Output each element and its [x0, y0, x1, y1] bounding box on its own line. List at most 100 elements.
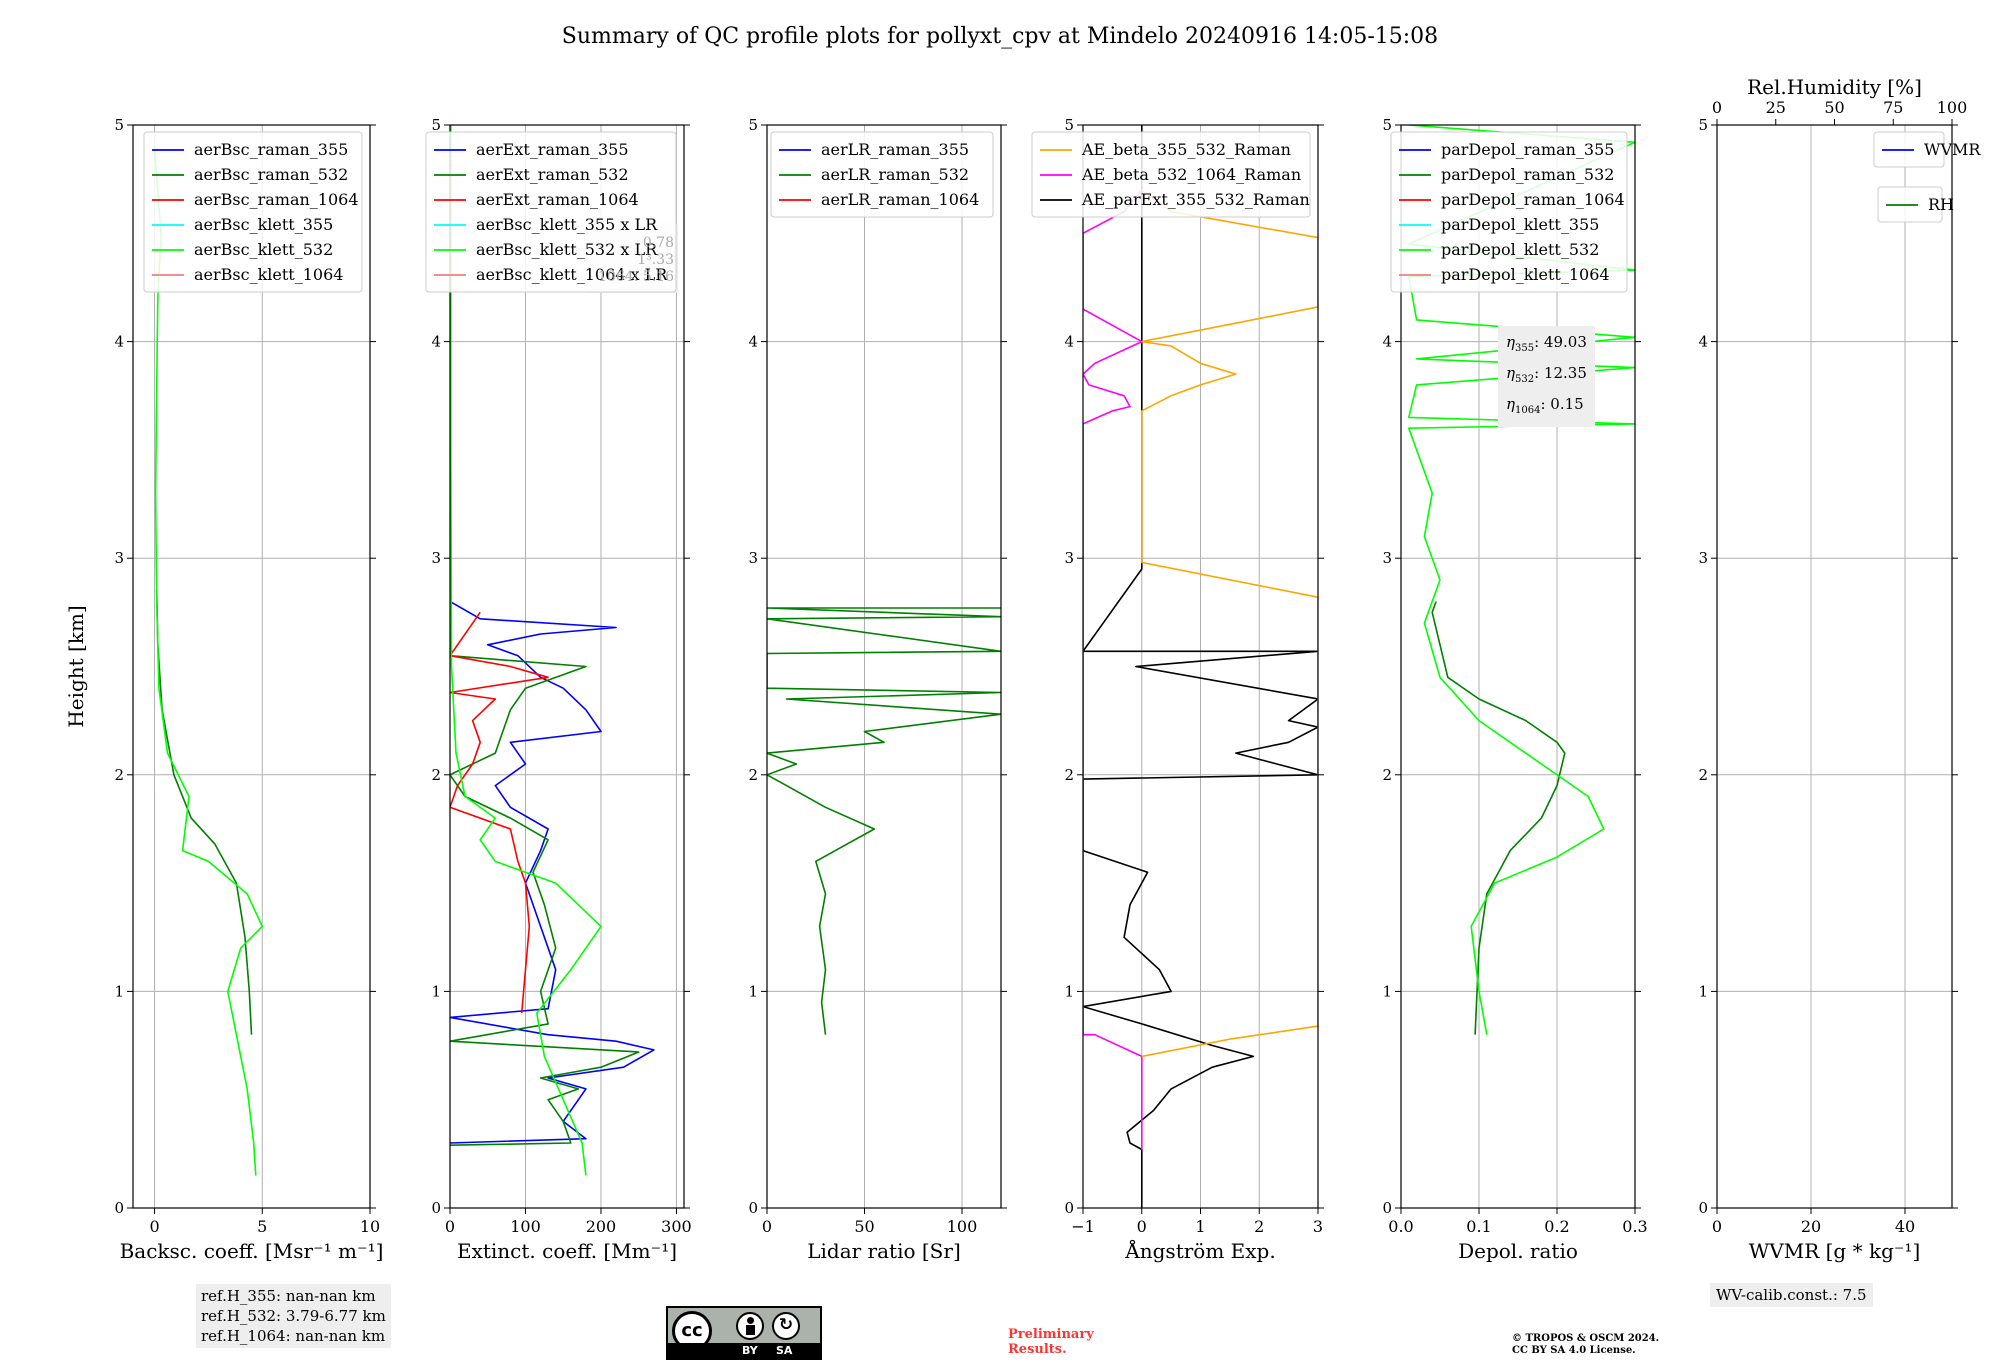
axes-frame — [1716, 124, 1953, 1209]
y-tick-label: 0 — [1382, 1199, 1392, 1217]
ref-height-1064: ref.H_1064: nan-nan km — [201, 1327, 386, 1345]
x-tick-label: 10 — [360, 1217, 380, 1236]
y-tick-label: 2 — [1698, 766, 1708, 784]
y-tick-label: 1 — [1382, 982, 1392, 1000]
y-tick-label: 3 — [431, 549, 441, 567]
share-alike-icon: ↻ — [772, 1312, 800, 1340]
y-tick-label: 1 — [1698, 982, 1708, 1000]
ref-height-532: ref.H_532: 3.79-6.77 km — [201, 1307, 386, 1325]
legend-label-AE_beta_355_532_Raman: AE_beta_355_532_Raman — [1081, 140, 1291, 159]
legend-label-aerExt_raman_355: aerExt_raman_355 — [476, 140, 629, 159]
legend-label-aerBsc_raman_355: aerBsc_raman_355 — [194, 140, 348, 159]
legend-label-parDepol_raman_355: parDepol_raman_355 — [1441, 140, 1614, 159]
y-tick-label: 4 — [431, 333, 441, 351]
legend-label-aerExt_raman_532: aerExt_raman_532 — [476, 165, 629, 184]
legend-label-aerBsc_klett_532: aerBsc_klett_532 — [194, 240, 333, 259]
series-aerLR_raman_532 — [767, 607, 1001, 1035]
legend-label-aerLR_raman_532: aerLR_raman_532 — [821, 165, 969, 184]
panel-bsc: aerBsc_raman_355 aerBsc_raman_532 aerBsc_r… — [127, 124, 376, 1214]
x2-tick-label: 75 — [1883, 98, 1903, 117]
series-aerExt_raman_1064 — [450, 611, 549, 1014]
legend-label-aerBsc_klett_355 x LR: aerBsc_klett_355 x LR — [476, 215, 658, 234]
ghost-text: 1064: 5.16 — [598, 269, 674, 285]
legend: RH — [1877, 186, 1954, 223]
y-tick-label: 0 — [1064, 1199, 1074, 1217]
panel-lr: aerLR_raman_355 aerLR_raman_532 aerLR_rama… — [761, 124, 1007, 1214]
series-aerBsc_raman_532 — [155, 590, 253, 1035]
legend-label-parDepol_klett_532: parDepol_klett_532 — [1441, 240, 1599, 259]
x-tick-label: 0.1 — [1466, 1217, 1491, 1236]
y-axis-label: Height [km] — [64, 605, 88, 727]
legend-label-parDepol_raman_1064: parDepol_raman_1064 — [1441, 190, 1625, 209]
copyright-note: © TROPOS & OSCM 2024. CC BY SA 4.0 Licen… — [1512, 1333, 1659, 1357]
x-axis-label: Ångström Exp. — [1124, 1238, 1275, 1263]
x-tick-label: 0 — [445, 1217, 455, 1236]
legend-label-aerBsc_raman_532: aerBsc_raman_532 — [194, 165, 348, 184]
x-axis-label: Depol. ratio — [1458, 1239, 1578, 1263]
series-aerBsc_klett_532 x LR — [450, 125, 602, 1176]
x-tick-label: 1 — [1195, 1217, 1205, 1236]
x-tick-label: 0.0 — [1388, 1217, 1413, 1236]
y-tick-label: 5 — [1698, 116, 1708, 134]
x-tick-label: 100 — [510, 1217, 541, 1236]
wv-calibration-box: WV-calib.const.: 7.5 — [1710, 1283, 1873, 1307]
series-aerExt_raman_355 — [450, 600, 655, 1144]
figure-title: Summary of QC profile plots for pollyxt_… — [562, 24, 1438, 49]
copyright-line-2: CC BY SA 4.0 License. — [1512, 1345, 1636, 1356]
series-aerExt_raman_532 — [450, 601, 640, 1146]
series-group — [1083, 125, 1318, 1208]
legend-box — [143, 131, 363, 293]
x-axis-label: Lidar ratio [Sr] — [807, 1239, 961, 1263]
y-tick-label: 2 — [114, 766, 124, 784]
y-tick-label: 5 — [431, 116, 441, 134]
legend-label-parDepol_klett_1064: parDepol_klett_1064 — [1441, 265, 1610, 284]
series-AE_parExt_355_532_Raman — [1083, 125, 1318, 1208]
x-axis-label: WVMR [g * kg⁻¹] — [1749, 1239, 1921, 1263]
y-tick-label: 2 — [748, 766, 758, 784]
y-tick-label: 0 — [1698, 1199, 1708, 1217]
legend-label-aerLR_raman_355: aerLR_raman_355 — [821, 140, 969, 159]
y-tick-label: 1 — [748, 982, 758, 1000]
legend-box — [770, 131, 994, 218]
y-tick-label: 3 — [1382, 549, 1392, 567]
legend-label-aerBsc_klett_532 x LR: aerBsc_klett_532 x LR — [476, 240, 658, 259]
eta-355: η355: 49.03 — [1506, 333, 1587, 354]
x-tick-label: 200 — [586, 1217, 617, 1236]
y-tick-label: 4 — [114, 333, 124, 351]
legend: aerBsc_raman_355 aerBsc_raman_532 aerBsc_r… — [143, 131, 363, 293]
legend-label-aerBsc_raman_1064: aerBsc_raman_1064 — [194, 190, 359, 209]
x-tick-label: 0.3 — [1622, 1217, 1647, 1236]
preliminary-line-2: Results. — [1008, 1342, 1067, 1357]
y-tick-label: 4 — [1382, 333, 1392, 351]
x-tick-label: 50 — [854, 1217, 874, 1236]
y-tick-label: 0 — [431, 1199, 441, 1217]
y-tick-label: 5 — [1064, 116, 1074, 134]
y-tick-label: 1 — [1064, 982, 1074, 1000]
y-tick-label: 1 — [431, 982, 441, 1000]
y-tick-label: 1 — [114, 982, 124, 1000]
x-tick-label: 0 — [149, 1217, 159, 1236]
panel-wv: WVMR RH — [1711, 119, 1981, 1214]
reference-height-box: ref.H_355: nan-nan km ref.H_532: 3.79-6.… — [196, 1284, 391, 1348]
depol-eta-box: η355: 49.03 η532: 12.35 η1064: 0.15 — [1498, 326, 1595, 427]
legend: aerExt_raman_355 aerExt_raman_532 aerExt_r… — [425, 131, 677, 293]
y-tick-label: 0 — [114, 1199, 124, 1217]
ghost-text: 1³.33 — [637, 252, 674, 268]
series-parDepol_raman_532 — [1431, 601, 1566, 1035]
x-tick-label: −1 — [1071, 1217, 1095, 1236]
legend-label-aerLR_raman_1064: aerLR_raman_1064 — [821, 190, 979, 209]
legend: aerLR_raman_355 aerLR_raman_532 aerLR_rama… — [770, 131, 994, 218]
legend-label-WVMR: WVMR — [1924, 140, 1981, 159]
axes-frame — [1400, 124, 1636, 1209]
ghost-text: 0.78 — [643, 235, 674, 251]
axes-frame — [766, 124, 1002, 1209]
x-tick-label: 300 — [661, 1217, 692, 1236]
series-AE_beta_355_532_Raman — [1141, 189, 1318, 1058]
y-tick-label: 5 — [1382, 116, 1392, 134]
x-tick-label: 2 — [1254, 1217, 1264, 1236]
preliminary-results-note: Preliminary Results. — [1008, 1327, 1094, 1357]
legend-box — [425, 131, 677, 293]
preliminary-line-1: Preliminary — [1008, 1327, 1094, 1342]
license-sa-label: SA — [776, 1344, 793, 1357]
